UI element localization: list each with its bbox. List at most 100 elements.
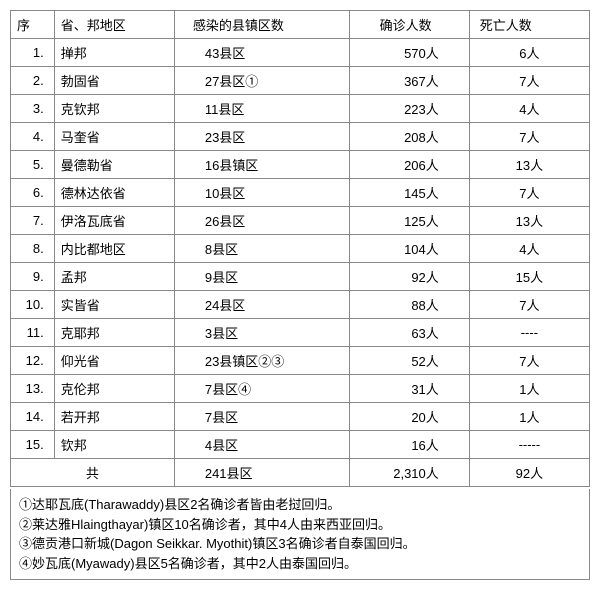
cell-confirmed: 208人 xyxy=(349,123,469,151)
cell-deaths: 7人 xyxy=(469,123,589,151)
cell-confirmed: 20人 xyxy=(349,403,469,431)
table-row: 11.克耶邦3县区63人---- xyxy=(11,319,590,347)
epidemic-table: 序 省、邦地区 感染的县镇区数 确诊人数 死亡人数 1.掸邦43县区570人6人… xyxy=(10,10,590,487)
cell-seq: 6. xyxy=(11,179,55,207)
cell-deaths: 1人 xyxy=(469,375,589,403)
cell-confirmed: 88人 xyxy=(349,291,469,319)
footnote-2: ②莱达雅Hlaingthayar)镇区10名确诊者，其中4人由来西亚回归。 xyxy=(19,515,581,535)
cell-region: 德林达依省 xyxy=(54,179,174,207)
table-row: 6.德林达依省10县区145人7人 xyxy=(11,179,590,207)
cell-infected: 8县区 xyxy=(174,235,349,263)
cell-region: 克伦邦 xyxy=(54,375,174,403)
cell-region: 若开邦 xyxy=(54,403,174,431)
table-row: 10.实皆省24县区88人7人 xyxy=(11,291,590,319)
cell-infected: 26县区 xyxy=(174,207,349,235)
cell-deaths: 7人 xyxy=(469,179,589,207)
cell-infected: 7县区 xyxy=(174,403,349,431)
cell-seq: 3. xyxy=(11,95,55,123)
col-seq: 序 xyxy=(11,11,55,39)
table-row: 1.掸邦43县区570人6人 xyxy=(11,39,590,67)
col-infected: 感染的县镇区数 xyxy=(174,11,349,39)
cell-seq: 7. xyxy=(11,207,55,235)
cell-region: 掸邦 xyxy=(54,39,174,67)
cell-seq: 4. xyxy=(11,123,55,151)
cell-confirmed: 145人 xyxy=(349,179,469,207)
cell-deaths: 7人 xyxy=(469,347,589,375)
cell-deaths: 7人 xyxy=(469,67,589,95)
footnote-3: ③德贡港口新城(Dagon Seikkar. Myothit)镇区3名确诊者自泰… xyxy=(19,534,581,554)
cell-seq: 5. xyxy=(11,151,55,179)
cell-infected: 10县区 xyxy=(174,179,349,207)
cell-deaths: 13人 xyxy=(469,207,589,235)
cell-confirmed: 92人 xyxy=(349,263,469,291)
cell-region: 克耶邦 xyxy=(54,319,174,347)
cell-confirmed: 206人 xyxy=(349,151,469,179)
cell-confirmed: 125人 xyxy=(349,207,469,235)
cell-deaths: 6人 xyxy=(469,39,589,67)
cell-confirmed: 104人 xyxy=(349,235,469,263)
cell-deaths: 15人 xyxy=(469,263,589,291)
cell-seq: 1. xyxy=(11,39,55,67)
col-deaths: 死亡人数 xyxy=(469,11,589,39)
cell-seq: 10. xyxy=(11,291,55,319)
table-row: 14.若开邦7县区20人1人 xyxy=(11,403,590,431)
table-row: 12.仰光省23县镇区②③52人7人 xyxy=(11,347,590,375)
cell-deaths: 7人 xyxy=(469,291,589,319)
table-row: 9.孟邦9县区92人15人 xyxy=(11,263,590,291)
cell-seq: 11. xyxy=(11,319,55,347)
cell-infected: 7县区④ xyxy=(174,375,349,403)
table-row: 5.曼德勒省16县镇区206人13人 xyxy=(11,151,590,179)
cell-infected: 9县区 xyxy=(174,263,349,291)
cell-deaths: 1人 xyxy=(469,403,589,431)
table-body: 1.掸邦43县区570人6人2.勃固省27县区①367人7人3.克钦邦11县区2… xyxy=(11,39,590,487)
cell-region: 勃固省 xyxy=(54,67,174,95)
footnote-1: ①达耶瓦底(Tharawaddy)县区2名确诊者皆由老挝回归。 xyxy=(19,495,581,515)
cell-seq: 13. xyxy=(11,375,55,403)
header-row: 序 省、邦地区 感染的县镇区数 确诊人数 死亡人数 xyxy=(11,11,590,39)
cell-region: 仰光省 xyxy=(54,347,174,375)
cell-confirmed: 52人 xyxy=(349,347,469,375)
total-deaths: 92人 xyxy=(469,459,589,487)
table-row: 15.钦邦4县区16人----- xyxy=(11,431,590,459)
table-row: 7.伊洛瓦底省26县区125人13人 xyxy=(11,207,590,235)
cell-confirmed: 63人 xyxy=(349,319,469,347)
cell-seq: 15. xyxy=(11,431,55,459)
cell-seq: 14. xyxy=(11,403,55,431)
cell-infected: 27县区① xyxy=(174,67,349,95)
col-region: 省、邦地区 xyxy=(54,11,174,39)
footnotes: ①达耶瓦底(Tharawaddy)县区2名确诊者皆由老挝回归。 ②莱达雅Hlai… xyxy=(10,489,590,580)
cell-region: 孟邦 xyxy=(54,263,174,291)
cell-region: 钦邦 xyxy=(54,431,174,459)
cell-infected: 43县区 xyxy=(174,39,349,67)
cell-region: 伊洛瓦底省 xyxy=(54,207,174,235)
cell-region: 实皆省 xyxy=(54,291,174,319)
cell-seq: 9. xyxy=(11,263,55,291)
table-row: 8.内比都地区8县区104人4人 xyxy=(11,235,590,263)
cell-region: 马奎省 xyxy=(54,123,174,151)
total-confirmed: 2,310人 xyxy=(349,459,469,487)
total-row: 共241县区2,310人92人 xyxy=(11,459,590,487)
table-row: 2.勃固省27县区①367人7人 xyxy=(11,67,590,95)
total-label: 共 xyxy=(11,459,175,487)
cell-seq: 8. xyxy=(11,235,55,263)
cell-seq: 2. xyxy=(11,67,55,95)
cell-confirmed: 16人 xyxy=(349,431,469,459)
total-infected: 241县区 xyxy=(174,459,349,487)
cell-infected: 23县镇区②③ xyxy=(174,347,349,375)
cell-deaths: 4人 xyxy=(469,235,589,263)
cell-infected: 11县区 xyxy=(174,95,349,123)
footnote-4: ④妙瓦底(Myawady)县区5名确诊者，其中2人由泰国回归。 xyxy=(19,554,581,574)
cell-infected: 4县区 xyxy=(174,431,349,459)
cell-confirmed: 223人 xyxy=(349,95,469,123)
cell-confirmed: 367人 xyxy=(349,67,469,95)
cell-deaths: ---- xyxy=(469,319,589,347)
table-row: 4.马奎省23县区208人7人 xyxy=(11,123,590,151)
table-row: 3.克钦邦11县区223人4人 xyxy=(11,95,590,123)
cell-region: 曼德勒省 xyxy=(54,151,174,179)
cell-infected: 24县区 xyxy=(174,291,349,319)
table-row: 13.克伦邦7县区④31人1人 xyxy=(11,375,590,403)
cell-infected: 3县区 xyxy=(174,319,349,347)
cell-region: 内比都地区 xyxy=(54,235,174,263)
cell-deaths: 4人 xyxy=(469,95,589,123)
cell-deaths: ----- xyxy=(469,431,589,459)
